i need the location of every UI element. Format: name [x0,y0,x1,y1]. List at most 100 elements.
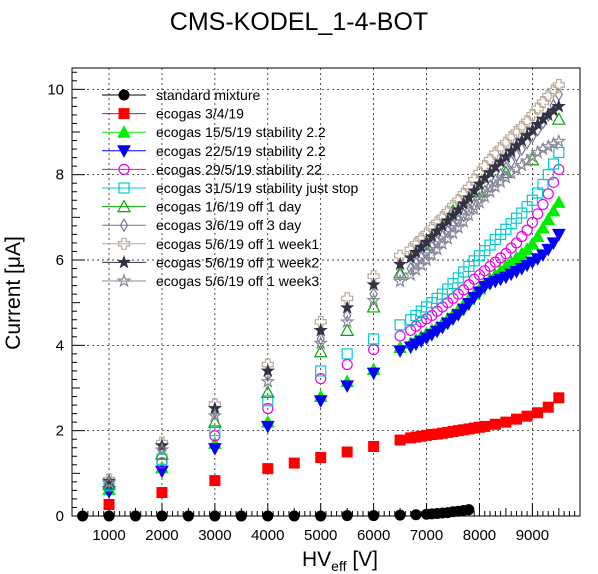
data-point [155,465,169,479]
data-point [456,303,471,317]
data-point [491,173,500,188]
data-point [368,510,380,522]
data-point [536,220,550,234]
legend-marker [116,273,132,288]
data-point [463,504,475,516]
data-point [103,510,115,522]
legend: standard mixture ecogas 3/4/19 ecogas 15/5… [102,87,359,289]
data-point [260,385,275,398]
data-point [342,308,352,323]
data-point [393,265,408,279]
data-point [394,434,406,446]
data-point [368,344,380,356]
data-point [467,183,482,197]
data-point [531,102,544,115]
data-point [341,348,353,360]
data-point [208,443,222,456]
legend-label: ecogas 3/6/19 off 3 day [156,217,301,233]
data-point [551,111,566,125]
legend-label: ecogas 29/5/19 stability 22 [156,161,322,177]
data-point [340,300,355,314]
data-point [530,144,546,159]
data-point [456,196,471,210]
data-point [551,195,566,208]
x-tick-label: 4000 [251,527,284,544]
data-point [546,136,561,151]
data-point [479,420,491,432]
x-tick-label: 7000 [410,527,443,544]
data-point [366,367,381,381]
data-point [368,440,380,452]
data-point [551,98,566,113]
x-tick-label: 8000 [463,527,496,544]
data-point [472,286,487,300]
data-point [446,199,460,212]
data-point [551,133,567,148]
data-point [103,498,115,510]
data-point [369,286,378,302]
data-point [536,249,550,262]
data-point [505,131,518,144]
legend-entry: ecogas 3/4/19 [102,106,244,122]
data-point [461,190,477,204]
data-point [542,401,554,413]
y-axis-label: Current [μA] [2,236,25,350]
data-point [496,167,505,182]
legend-label: ecogas 3/4/19 [156,106,244,122]
legend-entry: ecogas 29/5/19 stability 22 [102,161,322,177]
data-point [235,510,247,522]
data-point [494,142,507,155]
data-point [456,213,472,228]
data-point [207,407,223,423]
legend-label: standard mixture [156,87,260,103]
series-11 [101,133,567,490]
data-point [468,173,481,186]
data-point [546,203,561,217]
data-point [450,219,466,234]
data-point [262,395,274,407]
data-point [392,273,408,288]
data-point [511,413,522,425]
data-point [392,256,408,271]
data-point [451,309,466,322]
data-point [101,473,117,488]
data-point [406,261,415,276]
data-point [530,229,545,243]
legend-entry: ecogas 5/6/19 off 1 week3 [102,273,319,289]
data-point [340,323,355,336]
y-tick-label: 4 [56,337,64,354]
data-point [313,335,329,350]
data-point [366,292,382,307]
legend-marker [117,145,131,158]
x-axis-label-subscript: eff [331,558,346,574]
data-point [341,292,354,305]
data-point [489,147,502,160]
y-tick-label: 0 [56,508,64,525]
data-point [209,510,221,522]
data-point [500,416,512,428]
data-point [209,425,221,437]
data-point [260,373,276,388]
data-point [182,510,194,522]
legend-label: ecogas 1/6/19 off 1 day [156,199,301,215]
legend-marker [118,163,130,175]
data-point [341,446,353,458]
data-point [262,510,274,522]
legend-label: ecogas 22/5/19 stability 2.2 [156,143,326,159]
data-series [77,78,567,522]
data-point [315,365,327,377]
x-tick-label: 6000 [357,527,390,544]
data-point [341,510,353,522]
data-point [546,237,561,250]
data-point [313,395,328,408]
x-tick-label: 3000 [198,527,231,544]
legend-entry: ecogas 1/6/19 off 1 day [102,199,301,215]
data-point [489,418,501,430]
data-point [410,509,422,521]
legend-marker [118,182,130,194]
data-point [526,216,538,229]
legend-label: ecogas 5/6/19 off 1 week3 [156,273,319,289]
data-point [472,176,487,191]
data-point [207,414,222,428]
